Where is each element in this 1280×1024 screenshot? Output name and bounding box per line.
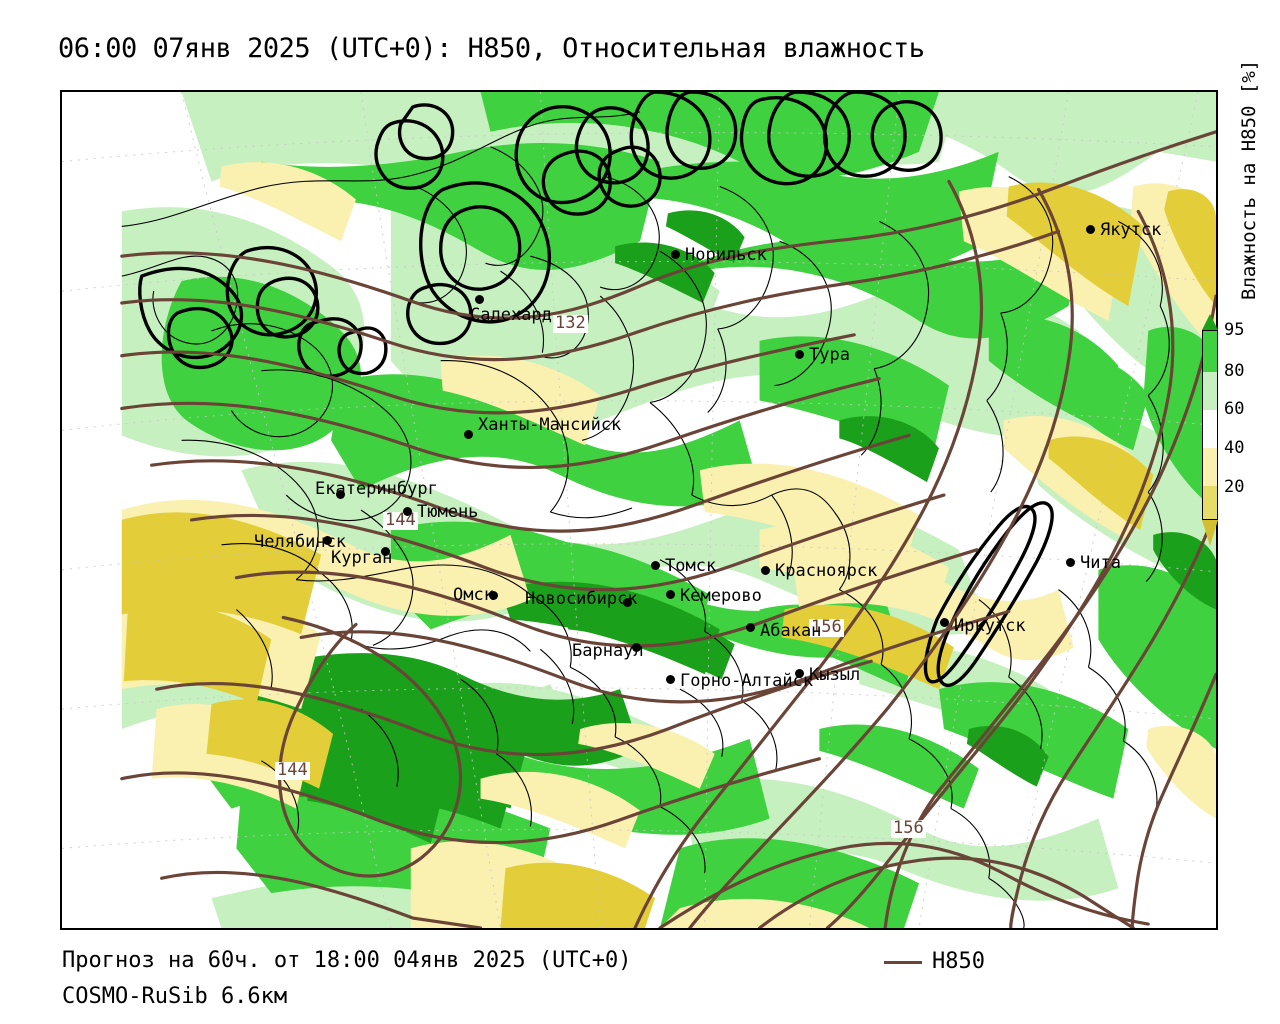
colorbar[interactable]: 95 80 60 40 20 — [1202, 314, 1244, 546]
colorbar-seg-40 — [1202, 448, 1218, 486]
forecast-info: Прогноз на 60ч. от 18:00 04янв 2025 (UTC… — [62, 948, 632, 973]
contour-label: 144 — [275, 760, 310, 780]
coastline — [138, 92, 1054, 688]
colorbar-bottom-arrow — [1202, 520, 1218, 546]
colorbar-seg-80 — [1202, 372, 1218, 410]
colorbar-seg-95 — [1202, 330, 1218, 372]
colorbar-top-arrow — [1202, 314, 1218, 330]
contour-label: 144 — [383, 510, 418, 530]
h850-legend: H850 — [884, 949, 1124, 977]
model-info: COSMO-RuSib 6.6км — [62, 984, 288, 1009]
colorbar-outline — [1202, 330, 1218, 520]
colorbar-title: Влажность на H850 [%] — [1238, 59, 1260, 300]
h850-legend-label: H850 — [932, 949, 985, 974]
contour-label: 156 — [809, 617, 844, 637]
h850-legend-swatch — [884, 961, 922, 964]
admin-boundaries — [121, 111, 1170, 928]
colorbar-tick-20: 20 — [1224, 477, 1245, 497]
humidity-field-gold — [121, 182, 1216, 928]
colorbar-seg-60 — [1202, 410, 1218, 448]
colorbar-tick-95: 95 — [1224, 320, 1245, 340]
colorbar-tick-60: 60 — [1224, 399, 1245, 419]
contour-label: 132 — [553, 313, 588, 333]
colorbar-tick-80: 80 — [1224, 361, 1245, 381]
colorbar-seg-20 — [1202, 486, 1218, 520]
geopotential-contours — [120, 130, 1216, 928]
map-frame[interactable]: 132 144 156 144 156 Якутск Норильск Салехард Ту… — [60, 90, 1218, 930]
page-title: 06:00 07янв 2025 (UTC+0): H850, Относите… — [58, 33, 925, 64]
contour-label: 156 — [891, 818, 926, 838]
colorbar-tick-40: 40 — [1224, 438, 1245, 458]
map-canvas — [62, 92, 1216, 928]
